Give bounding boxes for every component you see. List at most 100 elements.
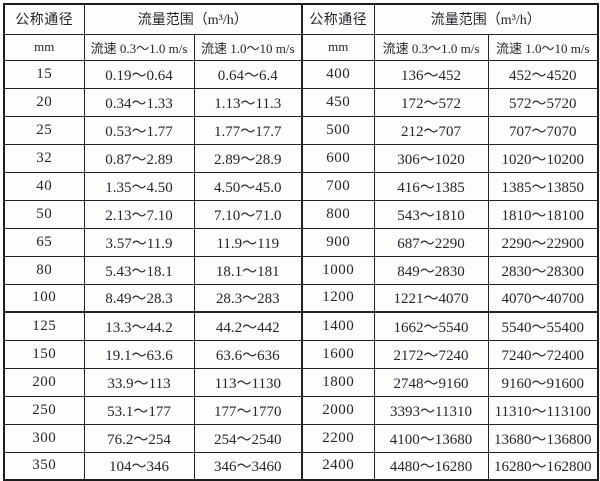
high-velocity-flow-cell: 44.2～442	[193, 311, 303, 341]
high-velocity-flow-cell: 28.3～283	[193, 283, 303, 313]
table-row: 20 0.34～1.33 1.13～11.3 450 172～572 572～5720	[3, 87, 599, 117]
high-velocity-flow-cell: 572～5720	[487, 87, 599, 117]
high-velocity-flow-cell: 1810～18100	[487, 199, 599, 229]
high-velocity-flow-cell: 18.1～181	[193, 255, 303, 285]
low-velocity-flow-cell: 172～572	[373, 87, 489, 117]
low-velocity-flow-cell: 2748～9160	[373, 367, 489, 397]
table-row: 25 0.53～1.77 1.77～17.7 500 212～707 707～7070	[3, 115, 599, 145]
low-velocity-flow-cell: 1.35～4.50	[83, 171, 195, 201]
high-velocity-flow-cell: 4.50～45.0	[193, 171, 303, 201]
diameter-cell: 300	[3, 423, 85, 453]
diameter-cell: 1200	[301, 283, 375, 313]
diameter-cell: 1600	[301, 339, 375, 369]
high-velocity-flow-cell: 4070～40700	[487, 283, 599, 313]
low-velocity-flow-cell: 1221～4070	[373, 283, 489, 313]
diameter-cell: 350	[3, 451, 85, 481]
diameter-cell: 1800	[301, 367, 375, 397]
low-velocity-flow-cell: 1662～5540	[373, 311, 489, 341]
table-body: 15 0.19～0.64 0.64～6.4 400 136～452 452～4520 20 0…	[3, 59, 599, 481]
header-row-2: mm 流速 0.3～1.0 m/s 流速 1.0～10 m/s mm 流速 0.…	[3, 33, 599, 61]
low-velocity-flow-cell: 33.9～113	[83, 367, 195, 397]
diameter-cell: 25	[3, 115, 85, 145]
header-flow-range-left: 流量范围（m³/h）	[83, 3, 303, 35]
table-row: 100 8.49～28.3 28.3～283 1200 1221～4070 4070～40…	[3, 283, 599, 313]
table-row: 32 0.87～2.89 2.89～28.9 600 306～1020 1020～1020…	[3, 143, 599, 173]
high-velocity-flow-cell: 1.13～11.3	[193, 87, 303, 117]
high-velocity-flow-cell: 2.89～28.9	[193, 143, 303, 173]
diameter-cell: 40	[3, 171, 85, 201]
high-velocity-flow-cell: 1385～13850	[487, 171, 599, 201]
high-velocity-flow-cell: 0.64～6.4	[193, 59, 303, 89]
low-velocity-flow-cell: 5.43～18.1	[83, 255, 195, 285]
low-velocity-flow-cell: 4480～16280	[373, 451, 489, 481]
diameter-cell: 2400	[301, 451, 375, 481]
high-velocity-flow-cell: 452～4520	[487, 59, 599, 89]
low-velocity-flow-cell: 0.53～1.77	[83, 115, 195, 145]
diameter-cell: 20	[3, 87, 85, 117]
high-velocity-flow-cell: 16280～162800	[487, 451, 599, 481]
high-velocity-flow-cell: 2830～28300	[487, 255, 599, 285]
high-velocity-flow-cell: 1.77～17.7	[193, 115, 303, 145]
low-velocity-flow-cell: 0.19～0.64	[83, 59, 195, 89]
low-velocity-flow-cell: 4100～13680	[373, 423, 489, 453]
high-velocity-flow-cell: 7.10～71.0	[193, 199, 303, 229]
table-row: 40 1.35～4.50 4.50～45.0 700 416～1385 1385～1385…	[3, 171, 599, 201]
diameter-cell: 50	[3, 199, 85, 229]
diameter-cell: 200	[3, 367, 85, 397]
low-velocity-flow-cell: 2172～7240	[373, 339, 489, 369]
high-velocity-flow-cell: 2290～22900	[487, 227, 599, 257]
diameter-cell: 700	[301, 171, 375, 201]
high-velocity-flow-cell: 13680～136800	[487, 423, 599, 453]
low-velocity-flow-cell: 13.3～44.2	[83, 311, 195, 341]
high-velocity-flow-cell: 113～1130	[193, 367, 303, 397]
table-row: 200 33.9～113 113～1130 1800 2748～9160 9160～916…	[3, 367, 599, 397]
diameter-cell: 400	[301, 59, 375, 89]
table-row: 150 19.1～63.6 63.6～636 1600 2172～7240 7240～72…	[3, 339, 599, 369]
header-velocity-high-left: 流速 1.0～10 m/s	[193, 33, 303, 61]
low-velocity-flow-cell: 104～346	[83, 451, 195, 481]
low-velocity-flow-cell: 19.1～63.6	[83, 339, 195, 369]
high-velocity-flow-cell: 7240～72400	[487, 339, 599, 369]
table-row: 300 76.2～254 254～2540 2200 4100～13680 13680～1…	[3, 423, 599, 453]
high-velocity-flow-cell: 5540～55400	[487, 311, 599, 341]
header-nominal-diameter-left: 公称通径	[3, 3, 85, 35]
header-unit-right: mm	[301, 33, 375, 61]
table-row: 65 3.57～11.9 11.9～119 900 687～2290 2290～22900	[3, 227, 599, 257]
diameter-cell: 800	[301, 199, 375, 229]
high-velocity-flow-cell: 1020～10200	[487, 143, 599, 173]
diameter-cell: 1400	[301, 311, 375, 341]
diameter-cell: 600	[301, 143, 375, 173]
low-velocity-flow-cell: 3393～11310	[373, 395, 489, 425]
high-velocity-flow-cell: 254～2540	[193, 423, 303, 453]
high-velocity-flow-cell: 9160～91600	[487, 367, 599, 397]
table-row: 50 2.13～7.10 7.10～71.0 800 543～1810 1810～1810…	[3, 199, 599, 229]
low-velocity-flow-cell: 306～1020	[373, 143, 489, 173]
header-velocity-low-left: 流速 0.3～1.0 m/s	[83, 33, 195, 61]
table-row: 350 104～346 346～3460 2400 4480～16280 16280～16…	[3, 451, 599, 481]
low-velocity-flow-cell: 3.57～11.9	[83, 227, 195, 257]
high-velocity-flow-cell: 63.6～636	[193, 339, 303, 369]
high-velocity-flow-cell: 707～7070	[487, 115, 599, 145]
diameter-cell: 100	[3, 283, 85, 313]
high-velocity-flow-cell: 11.9～119	[193, 227, 303, 257]
table-row: 80 5.43～18.1 18.1～181 1000 849～2830 2830～2830…	[3, 255, 599, 285]
diameter-cell: 65	[3, 227, 85, 257]
table-row: 15 0.19～0.64 0.64～6.4 400 136～452 452～4520	[3, 59, 599, 89]
table-row: 125 13.3～44.2 44.2～442 1400 1662～5540 5540～55…	[3, 311, 599, 341]
header-flow-range-right: 流量范围（m³/h）	[373, 3, 599, 35]
low-velocity-flow-cell: 2.13～7.10	[83, 199, 195, 229]
diameter-cell: 150	[3, 339, 85, 369]
diameter-cell: 2200	[301, 423, 375, 453]
diameter-cell: 900	[301, 227, 375, 257]
low-velocity-flow-cell: 849～2830	[373, 255, 489, 285]
diameter-cell: 2000	[301, 395, 375, 425]
low-velocity-flow-cell: 0.34～1.33	[83, 87, 195, 117]
diameter-cell: 1000	[301, 255, 375, 285]
diameter-cell: 500	[301, 115, 375, 145]
header-velocity-high-right: 流速 1.0～10 m/s	[487, 33, 599, 61]
high-velocity-flow-cell: 177～1770	[193, 395, 303, 425]
low-velocity-flow-cell: 8.49～28.3	[83, 283, 195, 313]
header-row-1: 公称通径 流量范围（m³/h） 公称通径 流量范围（m³/h）	[3, 3, 599, 35]
high-velocity-flow-cell: 11310～113100	[487, 395, 599, 425]
